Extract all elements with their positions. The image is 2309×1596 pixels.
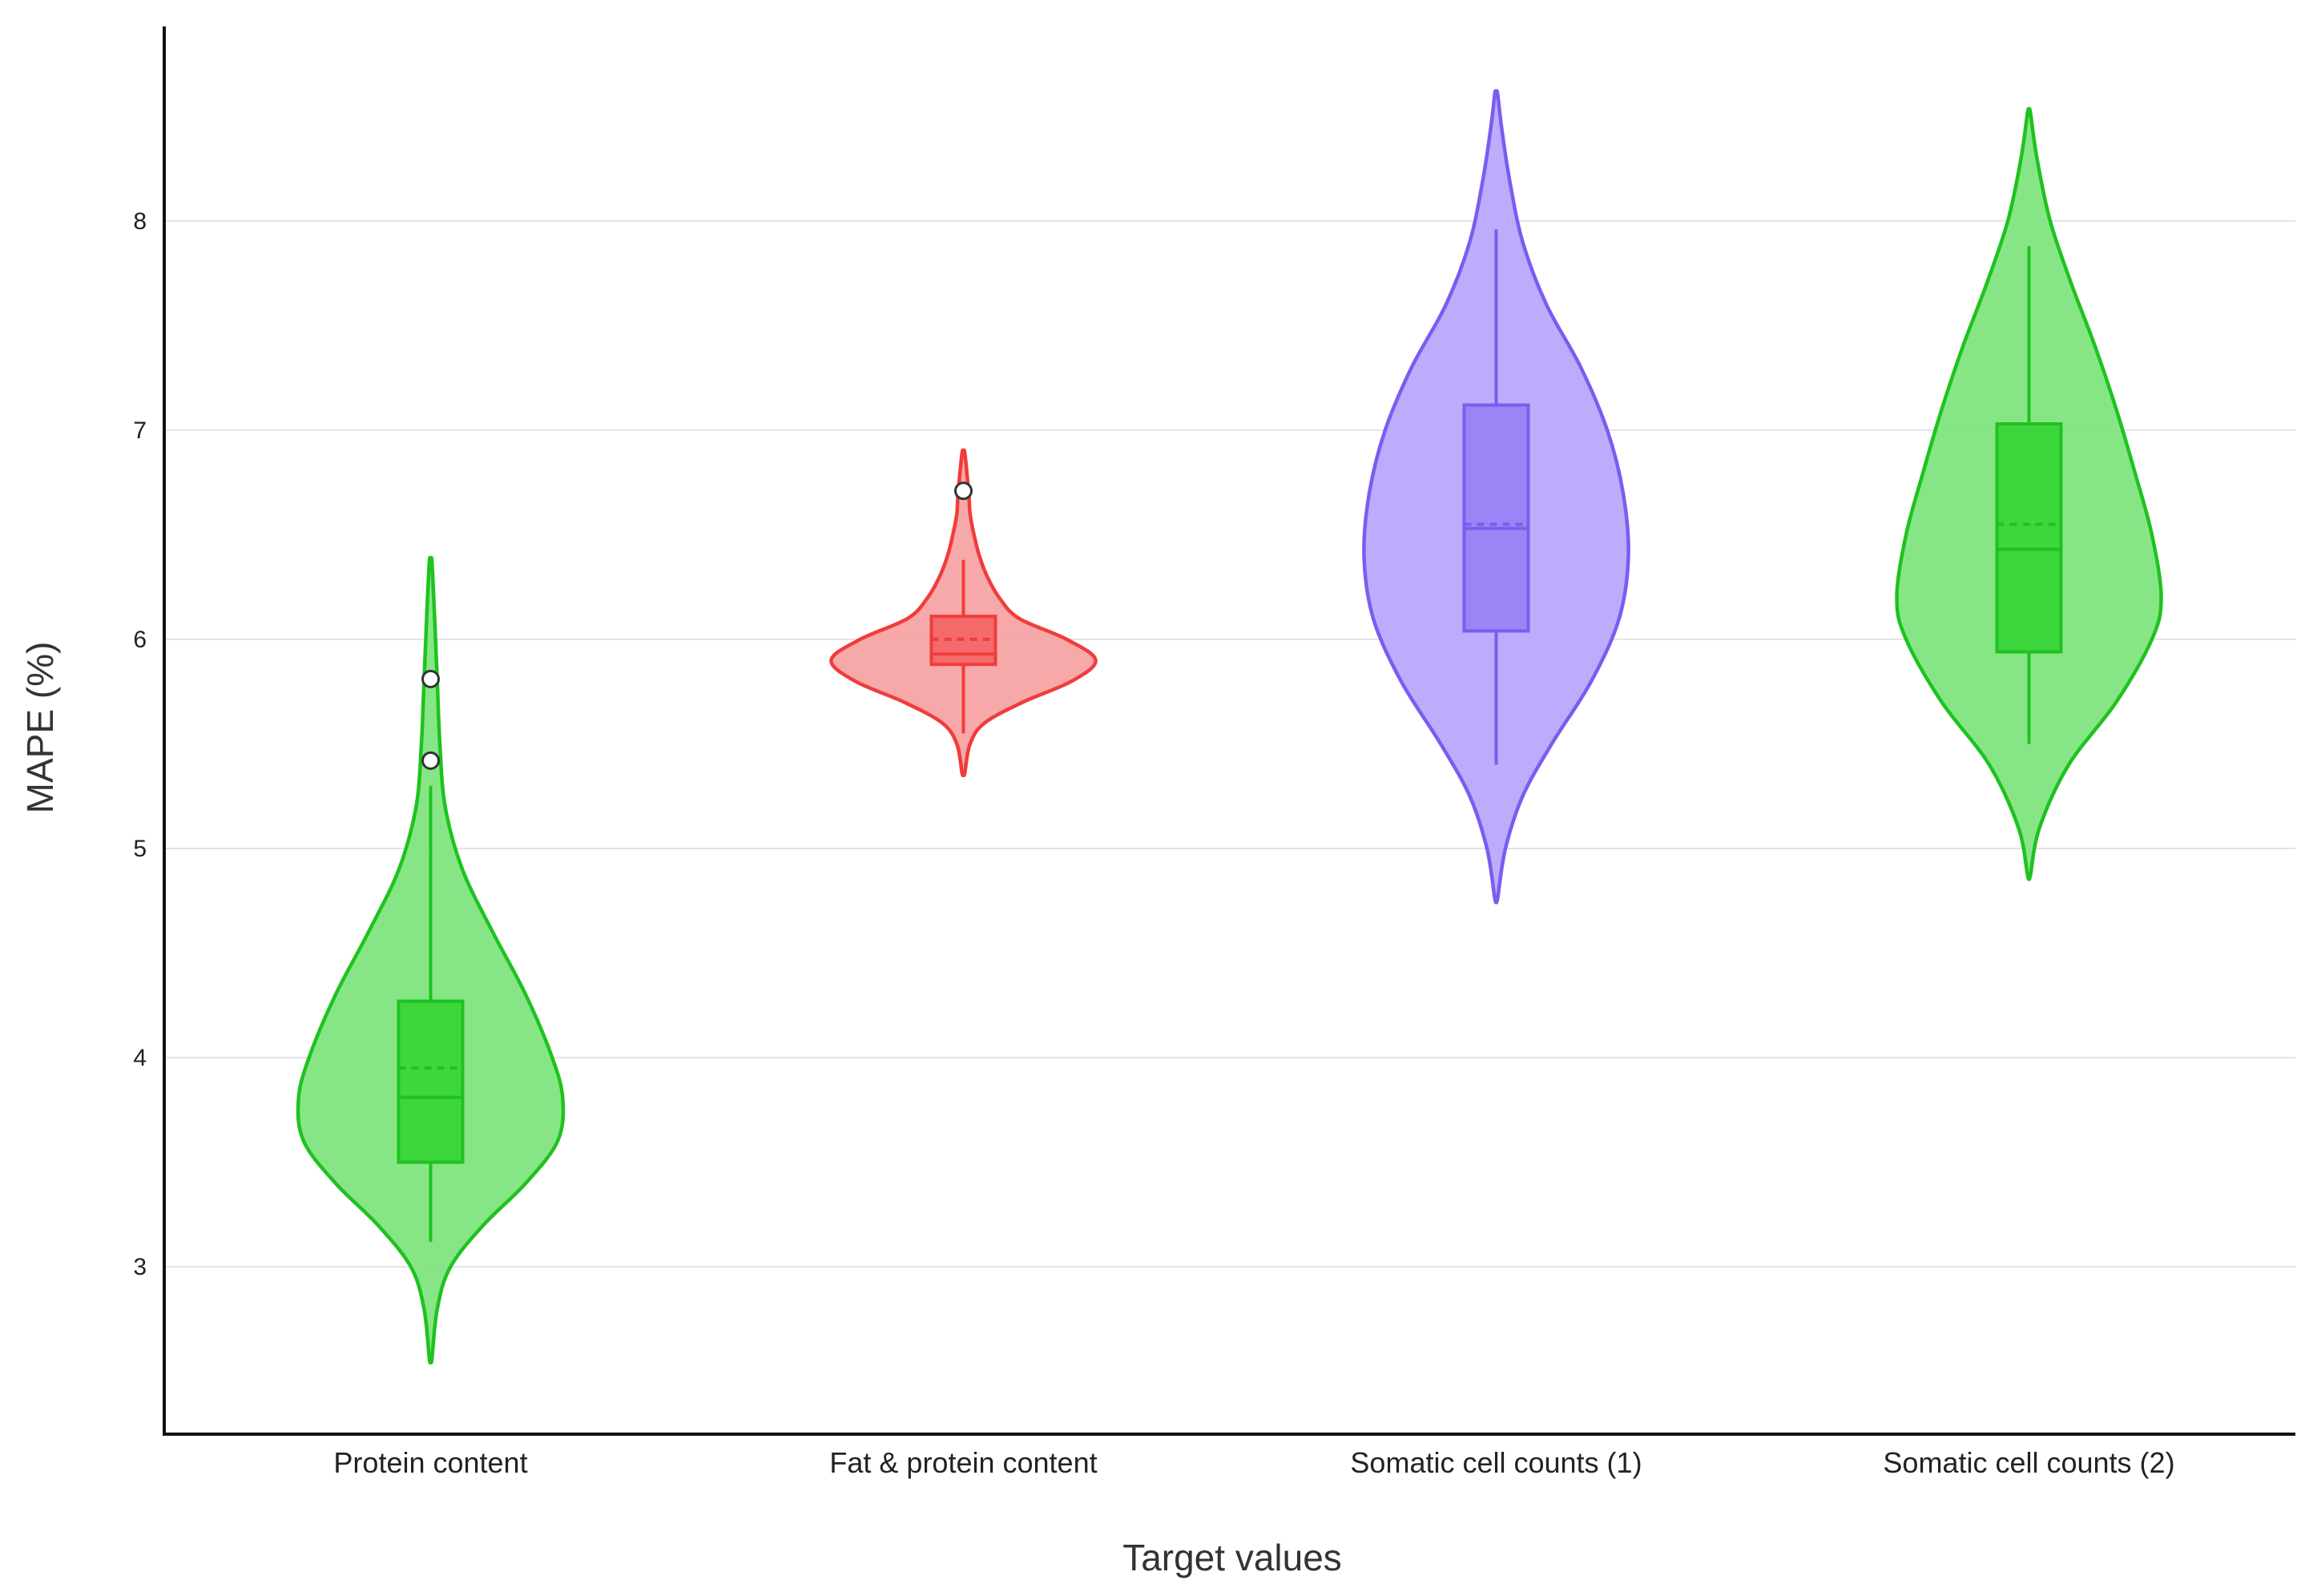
y-axis-title: MAPE (%) (19, 642, 61, 814)
violin-series (296, 89, 2163, 1364)
x-axis-title: Target values (1122, 1537, 1342, 1578)
outlier-point (421, 670, 440, 689)
iqr-box (397, 999, 465, 1164)
iqr-box (1995, 422, 2063, 654)
violin-4 (1895, 107, 2163, 881)
y-tick-label: 5 (133, 836, 147, 862)
outlier-point (954, 482, 973, 501)
iqr-box (1462, 403, 1530, 633)
y-tick-label: 6 (133, 627, 147, 653)
y-tick-label: 3 (133, 1254, 147, 1280)
x-category-label: Somatic cell counts (2) (1883, 1446, 2174, 1479)
outlier-point (421, 751, 440, 770)
x-category-labels: Protein content Fat & protein content Soma… (333, 1446, 2174, 1479)
violin-2 (829, 448, 1098, 777)
violin-3 (1362, 89, 1630, 905)
y-tick-labels: 3 4 5 6 7 8 (133, 208, 147, 1280)
y-tick-label: 8 (133, 208, 147, 235)
y-tick-label: 7 (133, 417, 147, 444)
x-category-label: Fat & protein content (829, 1446, 1097, 1479)
x-category-label: Somatic cell counts (1) (1350, 1446, 1642, 1479)
y-tick-label: 4 (133, 1045, 147, 1071)
x-category-label: Protein content (333, 1446, 527, 1479)
violin-1 (296, 555, 566, 1364)
